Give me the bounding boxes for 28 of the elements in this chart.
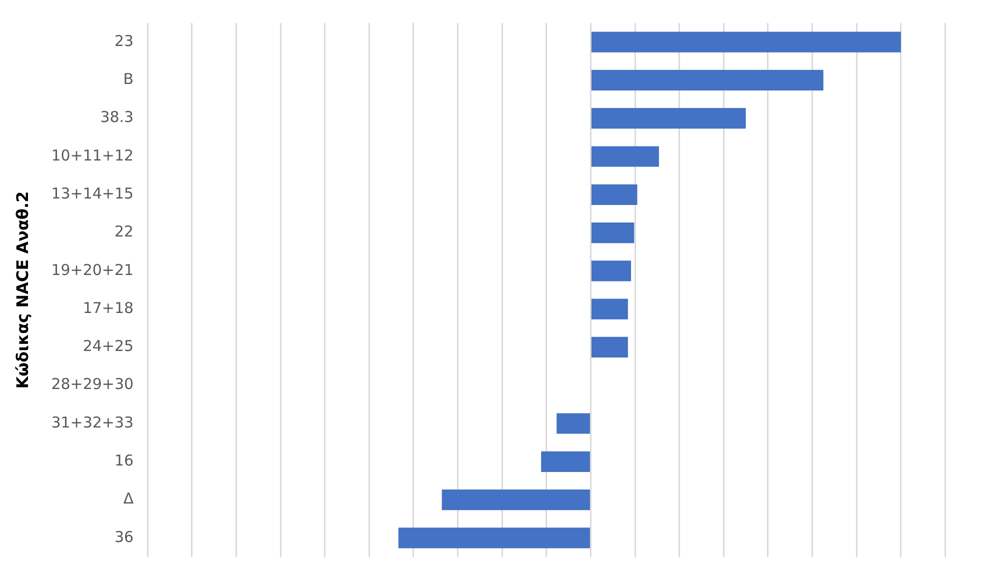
y-tick-label: 23	[114, 32, 134, 50]
bar	[591, 146, 659, 167]
y-tick-label: 17+18	[82, 298, 134, 317]
bar	[591, 260, 632, 282]
bar	[591, 70, 824, 91]
y-tick-label: Δ	[123, 490, 134, 508]
y-tick-label: 24+25	[82, 337, 134, 356]
bar	[591, 108, 746, 129]
bar	[541, 451, 590, 472]
bar	[591, 32, 901, 52]
y-axis-title: Κώδικας NACE Αναθ.2	[12, 191, 32, 389]
y-tick-label: 13+14+15	[51, 184, 134, 203]
y-tick-label: Β	[123, 70, 134, 88]
y-tick-label: 31+32+33	[51, 413, 134, 432]
bar	[591, 298, 628, 320]
y-tick-label: 19+20+21	[51, 260, 134, 279]
y-tick-label: 16	[114, 452, 134, 470]
y-tick-label: 36	[114, 528, 134, 546]
bar	[591, 184, 638, 205]
bar	[398, 528, 590, 548]
bar	[442, 489, 590, 510]
bar	[591, 222, 634, 244]
y-tick-label: 28+29+30	[51, 375, 134, 394]
y-tick-label: 38.3	[100, 108, 134, 126]
bar	[591, 336, 628, 358]
y-tick-label: 10+11+12	[51, 146, 134, 164]
bar	[556, 413, 590, 434]
y-tick-label: 22	[114, 222, 134, 241]
